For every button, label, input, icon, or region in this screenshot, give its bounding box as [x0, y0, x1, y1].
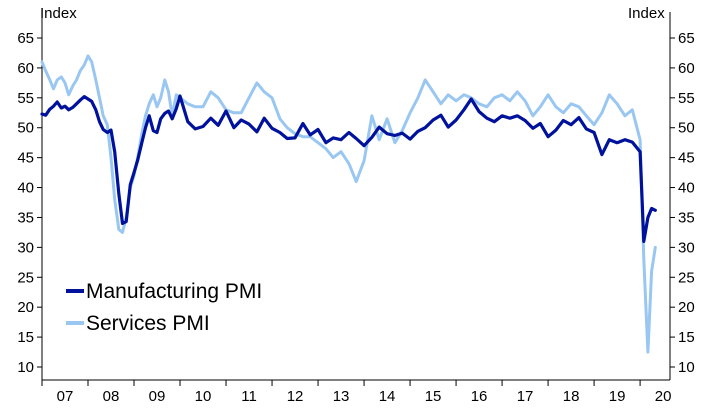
y-tick-label-right-50: 50 — [678, 120, 695, 137]
y-tick-label-left-55: 55 — [17, 90, 34, 107]
y-tick-label-right-15: 15 — [678, 329, 695, 346]
y-tick-label-left-10: 10 — [17, 359, 34, 376]
x-tick-label-07: 07 — [57, 388, 74, 405]
x-tick-label-19: 19 — [609, 388, 626, 405]
y-tick-label-right-40: 40 — [678, 180, 695, 197]
plot-area: 10 15 20 25 30 35 40 45 50 55 60 65 10 15 20 25 30 35 40 4… — [17, 12, 695, 405]
y-tick-label-left-35: 35 — [17, 209, 34, 226]
series-line-services — [40, 54, 657, 354]
y-tick-label-left-30: 30 — [17, 239, 34, 256]
y-tick-label-right-60: 60 — [678, 60, 695, 77]
x-tick-label-11: 11 — [241, 388, 257, 405]
y-tick-label-left-50: 50 — [17, 120, 34, 137]
x-ticks: 07 08 09 10 11 12 13 14 15 16 17 18 19 20 — [41, 380, 672, 405]
x-tick-label-20: 20 — [655, 388, 672, 405]
y-tick-label-right-45: 45 — [678, 150, 695, 167]
y-tick-label-left-45: 45 — [17, 150, 34, 167]
legend: Manufacturing PMI Services PMI — [66, 280, 262, 335]
y-tick-label-right-25: 25 — [678, 269, 695, 286]
y-tick-label-right-20: 20 — [678, 299, 695, 316]
legend-label-services: Services PMI — [86, 312, 210, 335]
series-layer — [40, 54, 657, 354]
x-tick-label-09: 09 — [149, 388, 166, 405]
y-tick-label-left-20: 20 — [17, 299, 34, 316]
x-tick-label-15: 15 — [425, 388, 442, 405]
y-tick-label-left-60: 60 — [17, 60, 34, 77]
x-tick-label-14: 14 — [379, 388, 396, 405]
x-tick-label-12: 12 — [287, 388, 304, 405]
y-tick-label-right-30: 30 — [678, 239, 695, 256]
x-tick-label-17: 17 — [517, 388, 534, 405]
y-unit-right: Index — [628, 5, 665, 22]
x-tick-label-16: 16 — [471, 388, 488, 405]
series-line-manufacturing — [40, 94, 657, 243]
x-tick-label-10: 10 — [195, 388, 212, 405]
y-tick-label-right-10: 10 — [678, 359, 695, 376]
y-tick-label-left-15: 15 — [17, 329, 34, 346]
y-ticks-left: 10 15 20 25 30 35 40 45 50 55 60 65 — [17, 30, 42, 376]
x-tick-label-18: 18 — [563, 388, 580, 405]
y-tick-label-left-65: 65 — [17, 30, 34, 47]
legend-label-manufacturing: Manufacturing PMI — [86, 280, 262, 303]
y-ticks-right: 10 15 20 25 30 35 40 45 50 55 60 65 — [670, 30, 695, 376]
x-tick-label-13: 13 — [333, 388, 350, 405]
y-tick-label-right-65: 65 — [678, 30, 695, 47]
y-tick-label-left-40: 40 — [17, 180, 34, 197]
y-tick-label-right-35: 35 — [678, 209, 695, 226]
y-tick-label-right-55: 55 — [678, 90, 695, 107]
y-unit-left: Index — [40, 5, 77, 22]
x-tick-label-08: 08 — [103, 388, 120, 405]
y-tick-label-left-25: 25 — [17, 269, 34, 286]
